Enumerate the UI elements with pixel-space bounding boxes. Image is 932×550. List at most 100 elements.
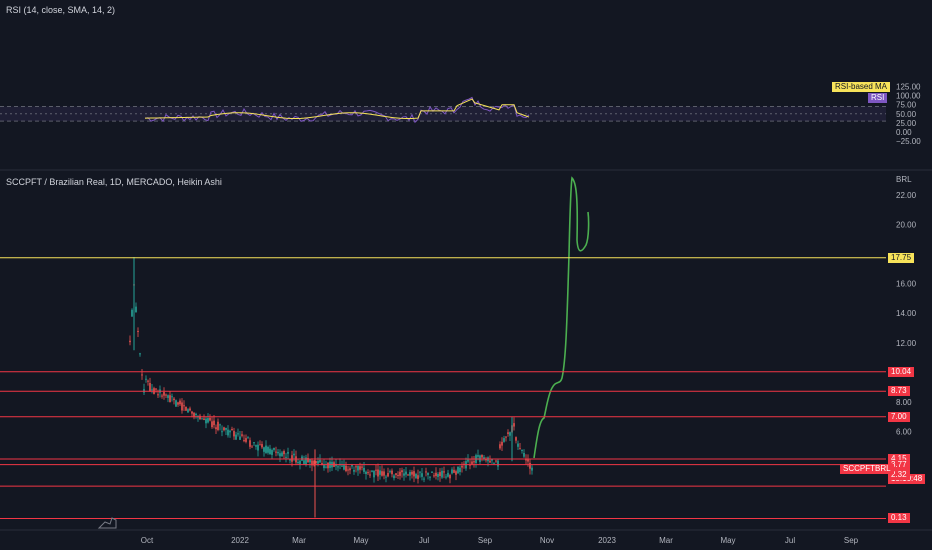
candle-body (481, 454, 483, 458)
candle-body (261, 444, 263, 448)
candle-body (347, 469, 349, 471)
candle-body (395, 473, 397, 475)
candle-body (513, 423, 515, 427)
candle-body (275, 451, 277, 453)
rsi-tick-label: 50.00 (896, 110, 917, 119)
candle-body (273, 447, 275, 450)
candle-body (227, 429, 229, 436)
tradingview-icon (97, 517, 117, 529)
candle-body (141, 374, 143, 376)
candle-body (219, 424, 221, 426)
candle-body (431, 471, 433, 473)
rsi-tick-label: 25.00 (896, 119, 917, 128)
candle-body (203, 418, 205, 421)
candle-body (345, 465, 347, 472)
candle-body (439, 472, 441, 476)
candle-body (387, 473, 389, 477)
candle-body (451, 469, 453, 474)
rsi-tick-label: 100.00 (896, 92, 921, 101)
candle-body (309, 459, 311, 463)
candle-body (449, 474, 451, 479)
candle-body (443, 471, 445, 473)
candle-body (323, 464, 325, 469)
rsi-tick-label: 75.00 (896, 101, 917, 110)
candle-body (315, 461, 317, 464)
candle-body (217, 421, 219, 430)
price-tick-label: 14.00 (896, 309, 917, 318)
time-tick-label: Jul (419, 536, 429, 545)
candle-body (379, 470, 381, 475)
price-tick-label: 20.00 (896, 220, 917, 229)
candle-body (285, 456, 287, 458)
time-tick-label: Jul (785, 536, 795, 545)
candle-body (393, 475, 395, 479)
rsi-title[interactable]: RSI (14, close, SMA, 14, 2) (6, 5, 116, 15)
candle-body (397, 474, 399, 476)
candle-body (277, 451, 279, 454)
candle-body (325, 466, 327, 468)
candle-body (171, 396, 173, 398)
candle-body (169, 395, 171, 403)
candle-body (353, 470, 355, 472)
tradingview-icon[interactable] (97, 517, 117, 529)
rsi-ma-badge: RSI-based MA (832, 82, 891, 92)
time-tick-label: Oct (141, 536, 154, 545)
candle-body (399, 471, 401, 476)
price-tick-label: 6.00 (896, 428, 912, 437)
candle-body (423, 478, 425, 480)
candle-body (417, 475, 419, 479)
price-badge: 17.75 (888, 252, 915, 263)
candle-body (191, 411, 193, 414)
candle-body (303, 460, 305, 464)
candle-body (247, 437, 249, 439)
candle-body (461, 465, 463, 468)
candle-body (265, 445, 267, 453)
price-badge: 7.00 (888, 411, 910, 422)
candle-body (255, 445, 257, 447)
candle-body (289, 459, 291, 461)
candle-body (313, 460, 315, 466)
candle-body (299, 460, 301, 465)
candle-body (407, 474, 409, 476)
price-tick-label: 22.00 (896, 191, 917, 200)
candle-body (491, 459, 493, 461)
time-tick-label: Mar (659, 536, 673, 545)
candle-body (445, 476, 447, 478)
candle-body (245, 438, 247, 442)
candle-body (377, 469, 379, 477)
candle-body (307, 458, 309, 463)
candle-body (223, 427, 225, 431)
candle-body (269, 448, 271, 455)
candle-body (415, 473, 417, 479)
candle-body (381, 471, 383, 476)
candle-body (305, 457, 307, 465)
price-badge: 2.32 (888, 469, 910, 480)
candle-body (229, 430, 231, 433)
candle-body (477, 455, 479, 457)
candle-body (183, 405, 185, 407)
candle-body (405, 471, 407, 475)
candle-body (319, 459, 321, 463)
candle-body (189, 408, 191, 411)
candle-body (131, 309, 133, 317)
candle-body (453, 469, 455, 473)
price-title[interactable]: SCCPFT / Brazilian Real, 1D, MERCADO, He… (6, 177, 222, 187)
candle-body (167, 395, 169, 398)
price-badge: 4.15 (888, 453, 910, 464)
candle-body (403, 473, 405, 476)
candle-body (283, 450, 285, 455)
candle-body (193, 412, 195, 418)
candle-body (135, 306, 137, 313)
candle-body (205, 418, 207, 424)
candle-body (369, 474, 371, 476)
price-panel (129, 176, 590, 518)
candle-body (357, 465, 359, 471)
candle-body (493, 462, 495, 464)
price-tick-label: 12.00 (896, 339, 917, 348)
candle-body (367, 472, 369, 474)
candle-body (249, 440, 251, 447)
candle-body (411, 471, 413, 475)
candle-body (287, 451, 289, 454)
